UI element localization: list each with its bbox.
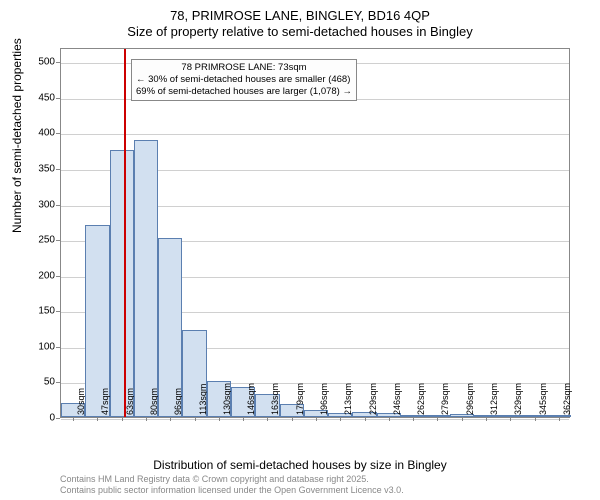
histogram-bar [110,150,134,417]
x-tick-mark [535,417,536,421]
x-tick-mark [219,417,220,421]
y-tick-label: 300 [30,199,55,210]
y-tick-label: 50 [30,377,55,388]
y-tick-mark [56,169,60,170]
y-tick-label: 100 [30,341,55,352]
x-tick-label: 329sqm [513,383,523,415]
property-size-histogram: 78, PRIMROSE LANE, BINGLEY, BD16 4QP Siz… [0,0,600,500]
x-tick-mark [510,417,511,421]
x-tick-mark [389,417,390,421]
x-tick-label: 262sqm [416,383,426,415]
footer-attribution: Contains HM Land Registry data © Crown c… [60,474,404,496]
x-tick-mark [292,417,293,421]
x-tick-mark [146,417,147,421]
x-tick-mark [73,417,74,421]
x-tick-mark [340,417,341,421]
y-tick-label: 500 [30,57,55,68]
x-tick-label: 246sqm [392,383,402,415]
x-tick-mark [97,417,98,421]
x-tick-mark [316,417,317,421]
x-tick-label: 362sqm [562,383,572,415]
x-tick-mark [267,417,268,421]
y-tick-mark [56,276,60,277]
y-tick-mark [56,347,60,348]
x-tick-label: 196sqm [319,383,329,415]
y-tick-mark [56,240,60,241]
histogram-bar [134,140,158,418]
y-tick-label: 200 [30,270,55,281]
y-tick-mark [56,311,60,312]
chart-title-description: Size of property relative to semi-detach… [0,24,600,39]
y-tick-label: 150 [30,306,55,317]
plot-area: 30sqm47sqm63sqm80sqm96sqm113sqm130sqm146… [60,48,570,418]
annotation-box: 78 PRIMROSE LANE: 73sqm← 30% of semi-det… [131,59,357,101]
footer-line-1: Contains HM Land Registry data © Crown c… [60,474,404,485]
x-tick-mark [122,417,123,421]
y-tick-mark [56,62,60,63]
annotation-line: 69% of semi-detached houses are larger (… [136,86,352,98]
x-tick-mark [437,417,438,421]
y-axis-label: Number of semi-detached properties [10,38,24,233]
x-tick-label: 296sqm [465,383,475,415]
x-tick-mark [243,417,244,421]
x-axis-label: Distribution of semi-detached houses by … [0,458,600,472]
grid-line [61,134,569,135]
x-tick-mark [413,417,414,421]
y-tick-mark [56,205,60,206]
x-tick-mark [365,417,366,421]
grid-line [61,419,569,420]
annotation-line: ← 30% of semi-detached houses are smalle… [136,74,352,86]
y-tick-label: 250 [30,235,55,246]
x-tick-mark [170,417,171,421]
annotation-line: 78 PRIMROSE LANE: 73sqm [136,62,352,74]
y-tick-mark [56,418,60,419]
reference-line [124,49,126,417]
x-tick-label: 345sqm [538,383,548,415]
x-tick-mark [195,417,196,421]
y-tick-mark [56,382,60,383]
x-tick-mark [559,417,560,421]
y-tick-label: 350 [30,163,55,174]
x-tick-label: 312sqm [489,383,499,415]
x-tick-label: 279sqm [440,383,450,415]
x-tick-mark [486,417,487,421]
chart-title-address: 78, PRIMROSE LANE, BINGLEY, BD16 4QP [0,8,600,23]
x-tick-label: 229sqm [368,383,378,415]
y-tick-mark [56,98,60,99]
x-tick-mark [462,417,463,421]
y-tick-label: 0 [30,413,55,424]
y-tick-label: 400 [30,128,55,139]
x-tick-label: 213sqm [343,383,353,415]
footer-line-2: Contains public sector information licen… [60,485,404,496]
y-tick-label: 450 [30,92,55,103]
y-tick-mark [56,133,60,134]
